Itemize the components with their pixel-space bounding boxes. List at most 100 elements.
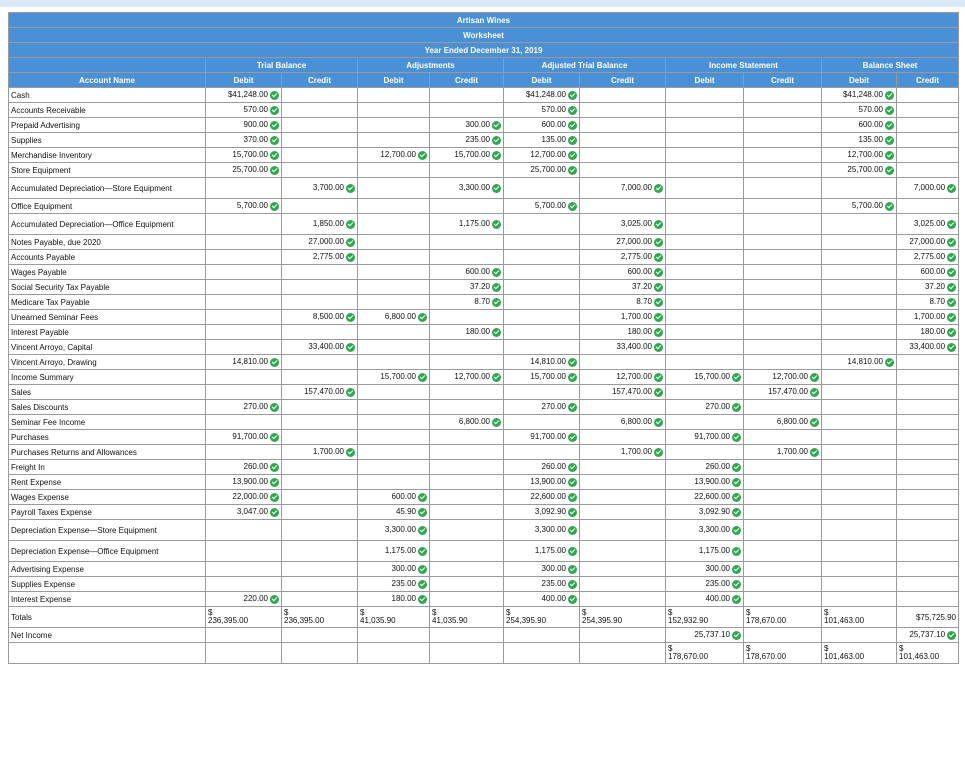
amount-cell[interactable] — [357, 249, 430, 265]
amount-cell[interactable] — [357, 339, 430, 355]
net-income-cell[interactable] — [357, 627, 430, 643]
amount-cell[interactable] — [895, 102, 960, 118]
amount-cell[interactable]: 300.00 — [665, 561, 744, 577]
amount-cell[interactable] — [579, 459, 666, 475]
amount-cell[interactable] — [281, 294, 358, 310]
amount-cell[interactable] — [743, 279, 822, 295]
amount-cell[interactable] — [665, 279, 744, 295]
amount-cell[interactable] — [821, 459, 897, 475]
amount-cell[interactable] — [895, 162, 960, 178]
amount-cell[interactable] — [357, 279, 430, 295]
amount-cell[interactable] — [895, 198, 960, 214]
amount-cell[interactable] — [281, 414, 358, 430]
amount-cell[interactable] — [665, 213, 744, 235]
final-total-cell[interactable]: $101,463.00 — [895, 642, 960, 664]
amount-cell[interactable]: 91,700.00 — [665, 429, 744, 445]
amount-cell[interactable] — [281, 264, 358, 280]
amount-cell[interactable] — [503, 414, 580, 430]
amount-cell[interactable] — [743, 474, 822, 490]
amount-cell[interactable]: 2,775.00 — [579, 249, 666, 265]
amount-cell[interactable] — [503, 264, 580, 280]
amount-cell[interactable]: 270.00 — [205, 399, 282, 415]
amount-cell[interactable] — [579, 576, 666, 592]
amount-cell[interactable] — [281, 354, 358, 370]
amount-cell[interactable] — [281, 561, 358, 577]
amount-cell[interactable] — [281, 459, 358, 475]
total-cell[interactable]: $41,035.90 — [357, 606, 430, 628]
amount-cell[interactable]: 157,470.00 — [743, 384, 822, 400]
amount-cell[interactable]: 25,700.00 — [821, 162, 897, 178]
amount-cell[interactable] — [665, 414, 744, 430]
amount-cell[interactable] — [665, 384, 744, 400]
amount-cell[interactable]: 33,400.00 — [895, 339, 960, 355]
amount-cell[interactable]: 3,300.00 — [503, 519, 580, 541]
amount-cell[interactable] — [743, 576, 822, 592]
amount-cell[interactable] — [895, 399, 960, 415]
amount-cell[interactable]: 3,092.90 — [503, 504, 580, 520]
amount-cell[interactable] — [743, 147, 822, 163]
amount-cell[interactable] — [665, 354, 744, 370]
amount-cell[interactable] — [205, 576, 282, 592]
amount-cell[interactable] — [281, 429, 358, 445]
total-cell[interactable]: $152,932.90 — [665, 606, 744, 628]
amount-cell[interactable] — [357, 324, 430, 340]
amount-cell[interactable]: 12,700.00 — [579, 369, 666, 385]
amount-cell[interactable] — [743, 234, 822, 250]
total-cell[interactable]: $75,725.90 — [895, 606, 960, 628]
amount-cell[interactable] — [205, 414, 282, 430]
amount-cell[interactable] — [579, 474, 666, 490]
amount-cell[interactable] — [821, 213, 897, 235]
amount-cell[interactable]: 2,775.00 — [281, 249, 358, 265]
amount-cell[interactable]: 270.00 — [503, 399, 580, 415]
amount-cell[interactable] — [743, 162, 822, 178]
amount-cell[interactable] — [503, 339, 580, 355]
amount-cell[interactable] — [281, 369, 358, 385]
net-income-cell[interactable] — [281, 627, 358, 643]
amount-cell[interactable]: 3,025.00 — [579, 213, 666, 235]
amount-cell[interactable] — [743, 504, 822, 520]
amount-cell[interactable]: 7,000.00 — [579, 177, 666, 199]
amount-cell[interactable] — [281, 324, 358, 340]
amount-cell[interactable]: 27,000.00 — [281, 234, 358, 250]
amount-cell[interactable] — [743, 339, 822, 355]
amount-cell[interactable] — [281, 198, 358, 214]
amount-cell[interactable]: 600.00 — [579, 264, 666, 280]
amount-cell[interactable] — [821, 489, 897, 505]
amount-cell[interactable] — [665, 87, 744, 103]
amount-cell[interactable] — [895, 354, 960, 370]
amount-cell[interactable] — [429, 561, 504, 577]
amount-cell[interactable] — [281, 591, 358, 607]
amount-cell[interactable]: 1,700.00 — [895, 309, 960, 325]
amount-cell[interactable] — [357, 117, 430, 133]
amount-cell[interactable] — [895, 504, 960, 520]
amount-cell[interactable] — [743, 309, 822, 325]
amount-cell[interactable] — [281, 504, 358, 520]
amount-cell[interactable] — [743, 294, 822, 310]
amount-cell[interactable]: 12,700.00 — [429, 369, 504, 385]
amount-cell[interactable]: 5,700.00 — [503, 198, 580, 214]
amount-cell[interactable] — [503, 279, 580, 295]
amount-cell[interactable]: 12,700.00 — [503, 147, 580, 163]
amount-cell[interactable] — [821, 576, 897, 592]
amount-cell[interactable]: 45.90 — [357, 504, 430, 520]
amount-cell[interactable] — [357, 474, 430, 490]
amount-cell[interactable]: 12,700.00 — [821, 147, 897, 163]
amount-cell[interactable] — [503, 294, 580, 310]
amount-cell[interactable] — [821, 384, 897, 400]
total-cell[interactable]: $236,395.00 — [205, 606, 282, 628]
amount-cell[interactable] — [579, 147, 666, 163]
amount-cell[interactable]: 180.00 — [357, 591, 430, 607]
amount-cell[interactable] — [743, 459, 822, 475]
amount-cell[interactable] — [665, 249, 744, 265]
total-cell[interactable]: $254,395.90 — [503, 606, 580, 628]
amount-cell[interactable] — [357, 213, 430, 235]
amount-cell[interactable]: 6,800.00 — [579, 414, 666, 430]
amount-cell[interactable] — [205, 177, 282, 199]
amount-cell[interactable] — [281, 540, 358, 562]
amount-cell[interactable] — [205, 279, 282, 295]
amount-cell[interactable] — [895, 576, 960, 592]
amount-cell[interactable] — [429, 444, 504, 460]
amount-cell[interactable] — [205, 249, 282, 265]
amount-cell[interactable] — [429, 504, 504, 520]
amount-cell[interactable] — [895, 489, 960, 505]
